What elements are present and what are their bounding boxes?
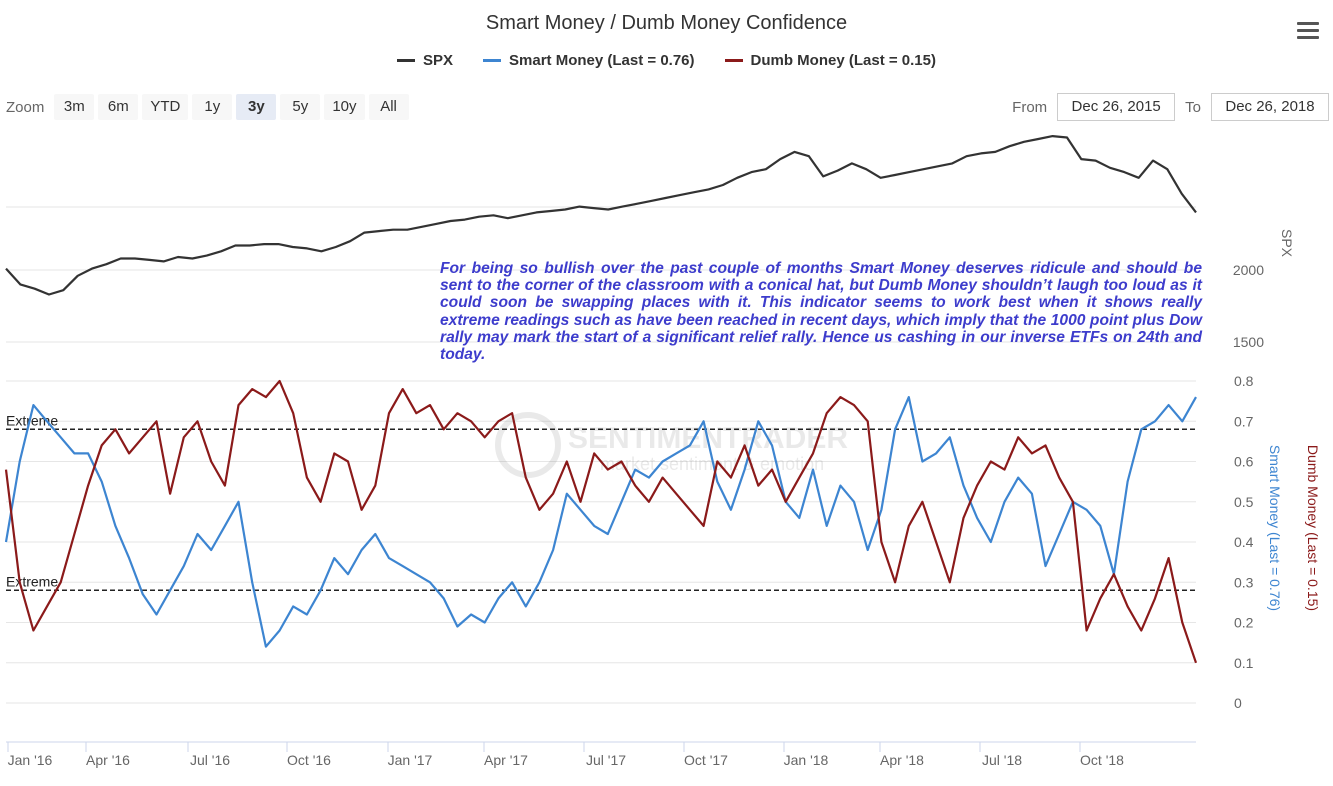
confidence-tick-label-8: 0.8 bbox=[1234, 373, 1254, 389]
hamburger-menu-icon[interactable] bbox=[1297, 22, 1319, 43]
zoom-button-1y[interactable]: 1y bbox=[192, 94, 233, 120]
confidence-tick-label-0: 0 bbox=[1234, 695, 1242, 711]
confidence-tick-label-1: 0.1 bbox=[1234, 655, 1254, 671]
range-from-label: From bbox=[1012, 98, 1048, 116]
legend-label-smart-money: Smart Money (Last = 0.76) bbox=[509, 52, 695, 69]
series-lines bbox=[4, 135, 1198, 664]
zoom-button-10y[interactable]: 10y bbox=[324, 94, 365, 120]
x-tick-label-11: Oct '18 bbox=[1080, 752, 1124, 768]
zoom-button-3m[interactable]: 3m bbox=[54, 94, 95, 120]
x-axis: Jan '16 Apr '16 Jul '16 Oct '16 Jan '17 Apr '… bbox=[6, 741, 1196, 768]
date-range-selector: From Dec 26, 2015 To Dec 26, 2018 bbox=[1012, 93, 1329, 121]
zoom-button-all[interactable]: All bbox=[368, 94, 409, 120]
confidence-tick-label-7: 0.7 bbox=[1234, 413, 1254, 429]
spx-axis: 1500 2000 bbox=[1233, 262, 1264, 350]
confidence-tick-label-5: 0.5 bbox=[1234, 494, 1254, 510]
extreme-label-0: Extreme bbox=[6, 412, 58, 428]
x-tick-label-6: Jul '17 bbox=[586, 752, 626, 768]
x-tick-label-3: Oct '16 bbox=[287, 752, 331, 768]
zoom-button-5y[interactable]: 5y bbox=[280, 94, 321, 120]
range-from-input[interactable]: Dec 26, 2015 bbox=[1057, 93, 1176, 121]
x-tick-label-2: Jul '16 bbox=[190, 752, 230, 768]
x-tick-label-9: Apr '18 bbox=[880, 752, 924, 768]
confidence-tick-label-6: 0.6 bbox=[1234, 454, 1254, 470]
legend-item-spx[interactable]: SPX bbox=[397, 52, 453, 69]
spx-tick-label-0: 1500 bbox=[1233, 334, 1264, 350]
chart-title: Smart Money / Dumb Money Confidence bbox=[485, 12, 848, 34]
zoom-button-3y[interactable]: 3y bbox=[236, 94, 277, 120]
series-line-smart-money bbox=[4, 396, 1197, 648]
legend-swatch-dumb-money bbox=[724, 59, 743, 62]
legend-label-dumb-money: Dumb Money (Last = 0.15) bbox=[750, 52, 936, 69]
x-tick-label-4: Jan '17 bbox=[388, 752, 433, 768]
x-tick-label-0: Jan '16 bbox=[8, 752, 53, 768]
smart-money-axis-title: Smart Money (Last = 0.76) bbox=[1267, 445, 1283, 611]
x-tick-label-7: Oct '17 bbox=[684, 752, 728, 768]
legend: SPX Smart Money (Last = 0.76) Dumb Money… bbox=[0, 52, 1333, 69]
confidence-axis: 0 0.1 0.2 0.3 0.4 0.5 0.6 0.7 0.8 bbox=[1234, 373, 1254, 711]
zoom-controls: Zoom 3m 6m YTD 1y 3y 5y 10y All bbox=[6, 94, 409, 120]
legend-item-smart-money[interactable]: Smart Money (Last = 0.76) bbox=[483, 52, 695, 69]
extreme-label-1: Extreme bbox=[6, 573, 58, 589]
axis-titles: SPX Smart Money (Last = 0.76) Dumb Money (… bbox=[1267, 229, 1321, 611]
legend-label-spx: SPX bbox=[423, 52, 454, 69]
zoom-button-6m[interactable]: 6m bbox=[98, 94, 139, 120]
spx-tick-label-1: 2000 bbox=[1233, 262, 1264, 278]
confidence-tick-label-3: 0.3 bbox=[1234, 574, 1254, 590]
confidence-tick-label-2: 0.2 bbox=[1234, 615, 1254, 631]
legend-swatch-smart-money bbox=[483, 59, 502, 62]
legend-swatch-spx bbox=[397, 59, 416, 62]
zoom-button-ytd[interactable]: YTD bbox=[142, 94, 189, 120]
confidence-tick-label-4: 0.4 bbox=[1234, 534, 1254, 550]
watermark: SENTIMENTRADER market sentiment & emotio… bbox=[495, 412, 848, 478]
x-tick-label-8: Jan '18 bbox=[784, 752, 829, 768]
range-to-label: To bbox=[1185, 98, 1201, 116]
range-to-input[interactable]: Dec 26, 2018 bbox=[1211, 93, 1329, 121]
x-tick-label-10: Jul '18 bbox=[982, 752, 1022, 768]
spx-axis-title: SPX bbox=[1279, 229, 1295, 258]
legend-item-dumb-money[interactable]: Dumb Money (Last = 0.15) bbox=[724, 52, 936, 69]
series-line-dumb-money bbox=[4, 379, 1198, 664]
zoom-label: Zoom bbox=[6, 98, 45, 116]
annotation-text: For being so bullish over the past coupl… bbox=[440, 260, 1202, 364]
series-line-spx bbox=[5, 135, 1197, 296]
watermark-logo-icon bbox=[495, 412, 561, 478]
x-tick-label-1: Apr '16 bbox=[86, 752, 130, 768]
x-tick-label-5: Apr '17 bbox=[484, 752, 528, 768]
dumb-money-axis-title: Dumb Money (Last = 0.15) bbox=[1305, 445, 1321, 611]
